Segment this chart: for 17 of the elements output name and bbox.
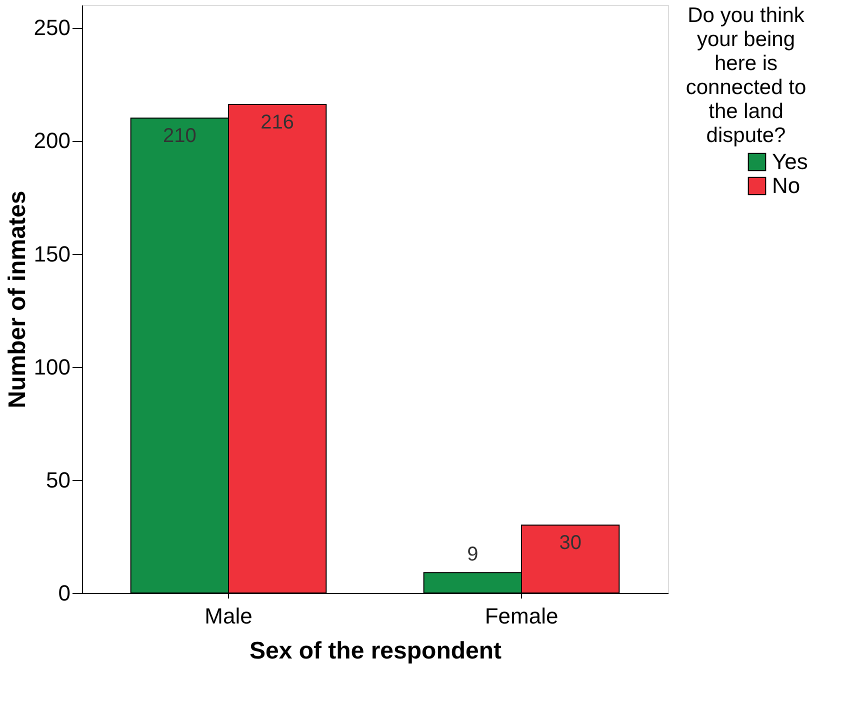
legend-title: Do you think your being here is connected to the land dispute? <box>686 4 806 147</box>
x-tick-label: Male <box>204 604 252 628</box>
legend-label: No <box>772 173 800 198</box>
y-tick-label: 150 <box>34 241 70 266</box>
y-tick-label: 50 <box>46 467 70 492</box>
data-label: 9 <box>467 544 478 566</box>
data-label: 210 <box>162 125 196 148</box>
y-tick-label: 200 <box>34 128 70 154</box>
legend-label: Yes <box>772 149 808 174</box>
y-axis-title: Number of inmates <box>4 190 31 408</box>
data-label: 216 <box>260 112 294 134</box>
x-tick-label: Female <box>484 604 558 628</box>
y-tick-label: 250 <box>34 15 70 40</box>
data-label: 30 <box>559 532 582 554</box>
x-axis-title: Sex of the respondent <box>249 638 502 664</box>
y-tick-label: 0 <box>58 580 70 606</box>
y-tick-label: 100 <box>34 354 70 380</box>
